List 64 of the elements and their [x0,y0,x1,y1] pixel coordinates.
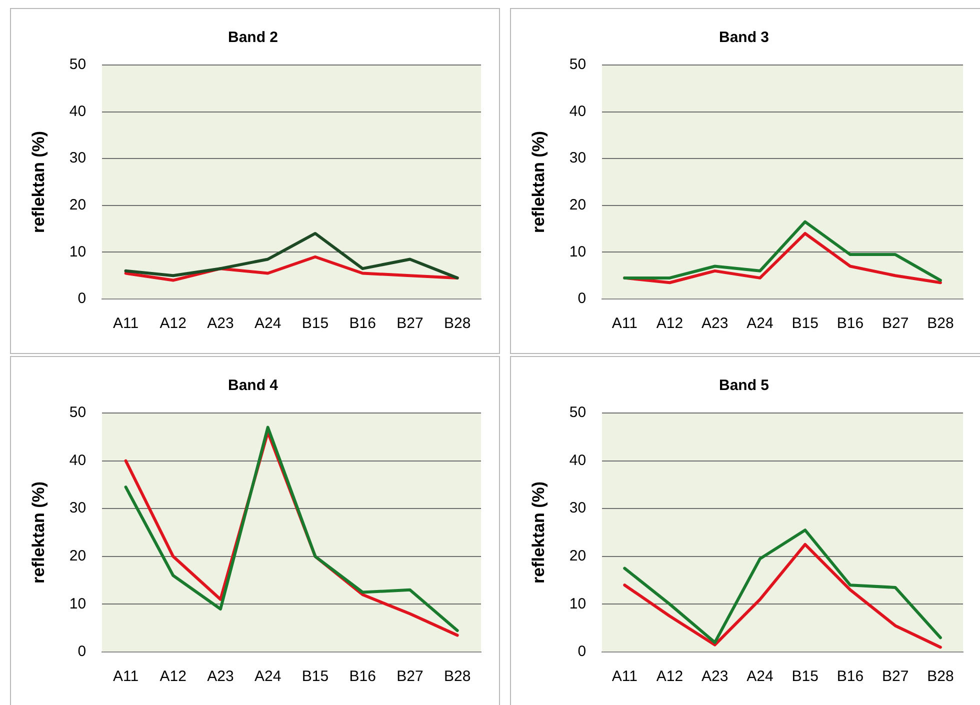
chart-title: Band 2 [228,29,278,46]
y-axis-title: reflektan (%) [28,130,48,234]
y-tick-label: 40 [69,102,86,120]
x-tick-label: A23 [702,668,728,686]
x-tick-label: B16 [836,315,864,332]
y-tick-label: 20 [69,548,86,565]
y-tick-label: 30 [569,500,586,517]
x-tick-label: B15 [792,315,818,332]
x-tick-label: A23 [207,315,234,332]
x-tick-label: B28 [927,315,954,332]
x-tick-label: B28 [927,668,954,686]
y-tick-label: 40 [69,452,86,469]
y-tick-label: 30 [69,500,86,517]
y-tick-label: 30 [569,150,586,167]
x-tick-label: A11 [112,668,139,686]
y-tick-label: 50 [69,404,86,422]
x-tick-label: B28 [444,315,471,332]
y-tick-label: 10 [69,595,86,612]
y-tick-label: 50 [69,56,86,74]
y-tick-label: 10 [569,243,586,260]
y-tick-label: 0 [578,643,586,660]
x-tick-label: B15 [302,668,329,686]
y-tick-label: 0 [78,290,86,308]
x-tick-label: A12 [656,315,684,332]
x-tick-label: A12 [656,668,684,686]
x-tick-label: A11 [612,668,638,686]
y-axis-title: reflektan (%) [528,130,548,234]
y-tick-label: 30 [69,150,86,167]
y-tick-label: 20 [569,196,586,214]
x-tick-label: B27 [396,315,424,332]
x-tick-label: A24 [746,668,774,686]
y-tick-label: 50 [569,404,586,422]
x-tick-label: B27 [396,668,424,686]
x-tick-label: A24 [254,668,282,686]
chart-title: Band 4 [228,377,279,394]
y-tick-label: 20 [569,548,586,565]
x-tick-label: B28 [444,668,471,686]
x-tick-label: A23 [702,315,728,332]
x-tick-label: A23 [207,668,234,686]
x-tick-label: B27 [882,668,909,686]
x-tick-label: A24 [746,315,774,332]
x-tick-label: A11 [112,315,139,332]
y-tick-label: 10 [69,243,86,260]
y-tick-label: 10 [569,595,586,612]
x-tick-label: B15 [792,668,818,686]
x-tick-label: B16 [836,668,864,686]
x-tick-label: A11 [612,315,638,332]
y-axis-title: reflektan (%) [528,481,548,584]
y-tick-label: 20 [69,196,86,214]
x-tick-label: A12 [160,315,186,332]
x-tick-label: B27 [882,315,909,332]
y-tick-label: 40 [569,452,586,469]
x-tick-label: A24 [254,315,282,332]
y-tick-label: 0 [78,643,86,660]
x-tick-label: B15 [302,315,329,332]
x-tick-label: B16 [349,315,376,332]
y-axis-title: reflektan (%) [28,481,48,584]
y-tick-label: 0 [578,290,586,308]
x-tick-label: B16 [349,668,376,686]
y-tick-label: 40 [569,102,586,120]
y-tick-label: 50 [569,56,586,74]
chart-title: Band 3 [718,29,770,46]
chart-title: Band 5 [718,377,770,394]
x-tick-label: A12 [160,668,186,686]
